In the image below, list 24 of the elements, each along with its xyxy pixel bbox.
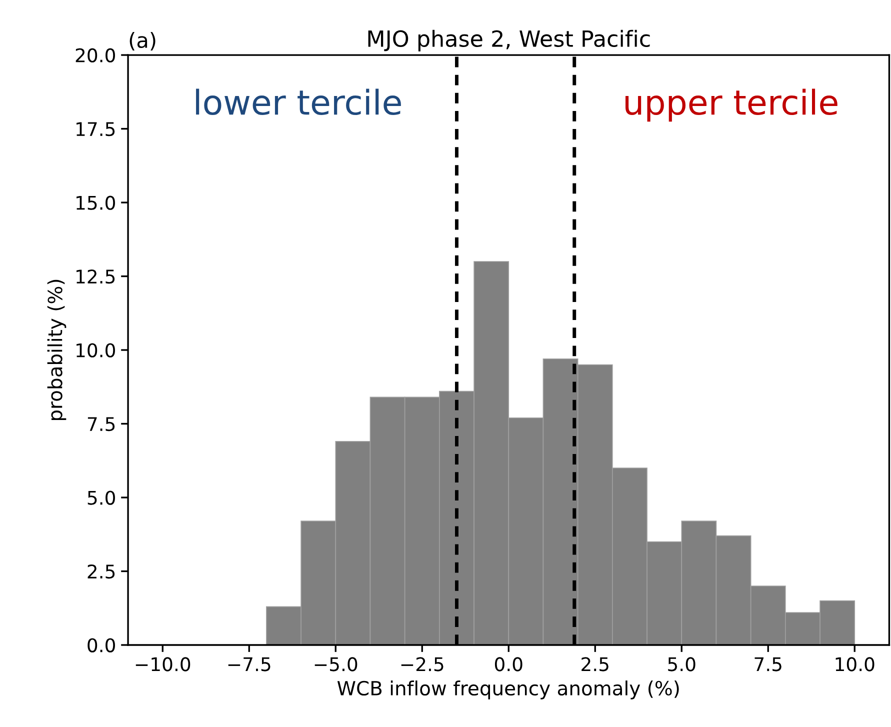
annotation: upper tercile	[626, 88, 838, 122]
x-tick-label: 0.0	[494, 657, 522, 672]
annotation: lower tercile	[196, 88, 401, 116]
x-tick-label: 2.5	[582, 657, 608, 672]
y-tick-label: 12.5	[76, 269, 115, 284]
y-tick-label: 5.0	[88, 490, 115, 505]
y-tick-label: 10.0	[76, 343, 115, 358]
text: (a)	[130, 32, 156, 50]
x-tick-label: −10.0	[136, 657, 190, 672]
y-tick-label: 2.5	[88, 564, 115, 579]
x-axis-title: WCB inflow frequency anomaly (%)	[337, 680, 679, 700]
x-tick-label: 7.5	[754, 657, 782, 672]
x-tick-label: −2.5	[401, 657, 444, 672]
y-tick-label: 20.0	[76, 48, 115, 62]
x-tick-label: 5.0	[668, 657, 696, 672]
chart-title: MJO phase 2, West Pacific	[368, 30, 650, 52]
y-tick-label: 0.0	[88, 638, 115, 652]
x-tick-label: −5.0	[314, 657, 358, 672]
x-tick-label: 10.0	[836, 657, 874, 672]
x-tick-label: −7.5	[228, 657, 270, 672]
y-tick-label: 7.5	[88, 417, 115, 432]
y-axis-title: probability (%)	[47, 280, 66, 420]
y-tick-label: 17.5	[76, 122, 115, 136]
y-tick-label: 15.0	[76, 196, 115, 210]
